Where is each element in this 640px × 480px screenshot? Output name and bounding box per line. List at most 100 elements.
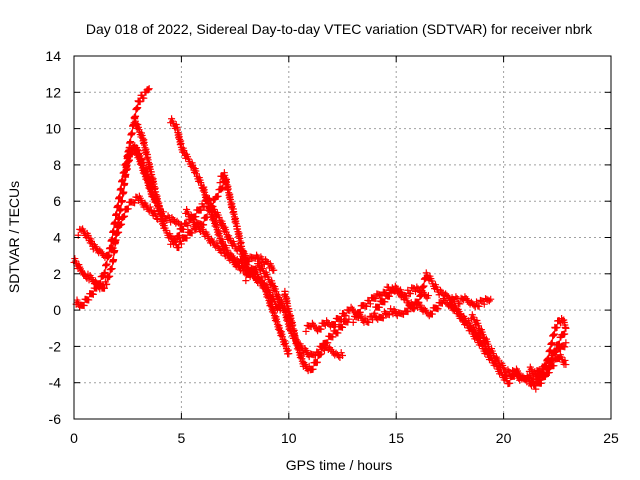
plus-marker bbox=[89, 290, 97, 298]
plus-marker bbox=[270, 266, 278, 274]
plus-marker bbox=[363, 302, 371, 310]
plus-marker bbox=[456, 300, 464, 308]
plus-marker bbox=[415, 298, 423, 306]
plus-marker bbox=[217, 185, 225, 193]
plus-marker bbox=[144, 86, 152, 94]
plus-marker bbox=[192, 213, 200, 221]
plus-marker bbox=[105, 251, 113, 259]
plus-marker bbox=[216, 179, 224, 187]
x-axis-label: GPS time / hours bbox=[286, 457, 393, 473]
plus-marker bbox=[434, 305, 442, 313]
plus-marker bbox=[96, 279, 104, 287]
y-axis-label: SDTVAR / TECUs bbox=[6, 181, 22, 293]
plus-marker bbox=[404, 308, 412, 316]
x-tick-label: 25 bbox=[603, 430, 619, 446]
plus-marker bbox=[172, 236, 180, 244]
plus-marker bbox=[319, 343, 327, 351]
plus-marker bbox=[545, 354, 553, 362]
plus-marker bbox=[542, 362, 550, 370]
plus-marker bbox=[122, 173, 130, 181]
plus-marker bbox=[254, 260, 262, 268]
plus-marker bbox=[197, 206, 205, 214]
series-track-r bbox=[525, 315, 570, 380]
plus-marker bbox=[115, 228, 123, 236]
plus-marker bbox=[406, 290, 414, 298]
plus-marker bbox=[124, 205, 132, 213]
plus-marker bbox=[111, 218, 119, 226]
y-tick-label: -2 bbox=[49, 338, 62, 354]
plus-marker bbox=[532, 385, 540, 393]
plus-marker bbox=[188, 229, 196, 237]
plus-marker bbox=[145, 85, 153, 93]
y-tick-label: 0 bbox=[53, 302, 61, 318]
plus-marker bbox=[106, 272, 114, 280]
series-track-k bbox=[281, 287, 353, 375]
plus-marker bbox=[480, 300, 488, 308]
plus-marker bbox=[543, 363, 551, 371]
plus-marker bbox=[475, 302, 483, 310]
plus-marker bbox=[180, 225, 188, 233]
plus-marker bbox=[177, 240, 185, 248]
series-track-i bbox=[216, 169, 284, 314]
plus-marker bbox=[506, 371, 514, 379]
plus-marker bbox=[485, 297, 493, 305]
chart-title: Day 018 of 2022, Sidereal Day-to-day VTE… bbox=[86, 21, 593, 37]
y-tick-label: 4 bbox=[53, 230, 61, 246]
plus-marker bbox=[121, 212, 129, 220]
plus-marker bbox=[381, 298, 389, 306]
plus-marker bbox=[548, 339, 556, 347]
plus-marker bbox=[317, 325, 325, 333]
plus-marker bbox=[562, 339, 570, 347]
plus-marker bbox=[420, 282, 428, 290]
series-track-c bbox=[74, 192, 162, 261]
axis-ticks bbox=[73, 55, 612, 420]
plus-marker bbox=[123, 165, 131, 173]
plus-marker bbox=[101, 284, 109, 292]
plus-marker bbox=[246, 271, 254, 279]
plus-marker bbox=[537, 379, 545, 387]
plus-marker bbox=[93, 284, 101, 292]
plus-marker bbox=[372, 295, 380, 303]
plus-marker bbox=[136, 98, 144, 106]
plus-marker bbox=[345, 315, 353, 323]
plus-marker bbox=[116, 193, 124, 201]
plus-marker bbox=[541, 372, 549, 380]
y-tick-label: 14 bbox=[45, 48, 61, 64]
plus-marker bbox=[550, 330, 558, 338]
plus-marker bbox=[334, 329, 342, 337]
y-tick-label: -6 bbox=[49, 411, 62, 427]
plus-marker bbox=[285, 350, 293, 358]
plus-marker bbox=[184, 221, 192, 229]
plus-marker bbox=[309, 365, 317, 373]
plus-marker bbox=[553, 324, 561, 332]
plus-marker bbox=[117, 185, 125, 193]
plus-marker bbox=[256, 276, 264, 284]
y-tick-label: 10 bbox=[45, 121, 61, 137]
plus-marker bbox=[213, 239, 221, 247]
plus-marker bbox=[113, 210, 121, 218]
plus-marker bbox=[331, 321, 339, 329]
plus-marker bbox=[349, 318, 357, 326]
plus-marker bbox=[366, 300, 374, 308]
plus-marker bbox=[385, 292, 393, 300]
plus-marker bbox=[140, 94, 148, 102]
x-tick-label: 10 bbox=[281, 430, 297, 446]
y-tick-label: -4 bbox=[49, 375, 62, 391]
plus-marker bbox=[562, 324, 570, 332]
plus-marker bbox=[546, 364, 554, 372]
plus-marker bbox=[428, 310, 436, 318]
plus-marker bbox=[302, 327, 310, 335]
plus-marker bbox=[562, 361, 570, 369]
plus-marker bbox=[339, 323, 346, 331]
y-tick-label: 2 bbox=[53, 266, 61, 282]
plus-marker bbox=[410, 304, 418, 312]
plus-marker bbox=[183, 220, 191, 228]
x-tick-label: 15 bbox=[388, 430, 404, 446]
plus-marker bbox=[258, 255, 266, 263]
x-tick-labels: 0 5 10 15 20 25 bbox=[70, 430, 619, 446]
data-points bbox=[70, 85, 570, 393]
plus-marker bbox=[112, 236, 120, 244]
plus-marker bbox=[317, 350, 325, 358]
plus-marker bbox=[242, 277, 250, 285]
